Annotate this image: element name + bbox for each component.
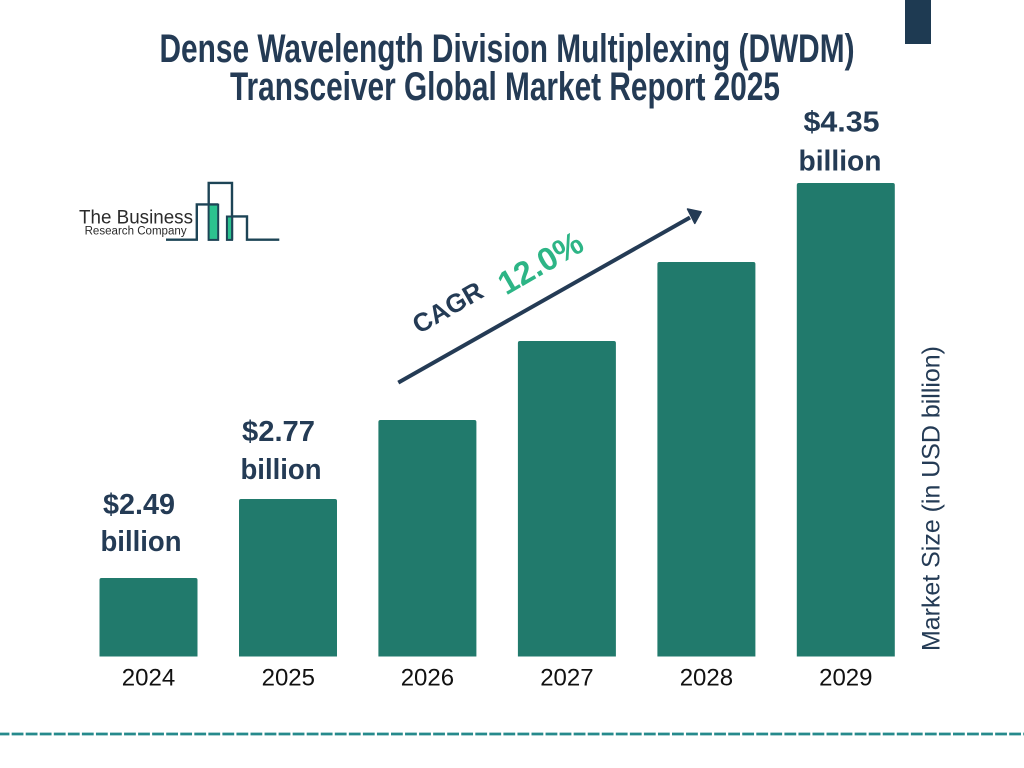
svg-text:$2.77: $2.77 — [242, 416, 315, 448]
svg-text:$2.49: $2.49 — [103, 489, 175, 521]
svg-text:The Business: The Business — [79, 207, 193, 229]
svg-text:$4.35: $4.35 — [804, 107, 880, 139]
svg-text:Research Company: Research Company — [85, 225, 187, 237]
svg-text:Dense Wavelength Division Mult: Dense Wavelength Division Multiplexing (… — [160, 27, 855, 71]
svg-text:billion: billion — [241, 454, 322, 486]
svg-text:billion: billion — [101, 526, 182, 558]
svg-text:billion: billion — [799, 145, 882, 177]
svg-text:Market Size (in USD billion): Market Size (in USD billion) — [918, 346, 946, 651]
svg-text:2027: 2027 — [540, 665, 593, 692]
svg-text:2028: 2028 — [680, 665, 733, 692]
svg-text:2029: 2029 — [819, 665, 872, 692]
svg-text:2024: 2024 — [122, 665, 175, 692]
svg-text:2026: 2026 — [401, 665, 454, 692]
svg-text:Transceiver Global Market Repo: Transceiver Global Market Report 2025 — [230, 65, 780, 109]
svg-text:2025: 2025 — [262, 665, 315, 692]
